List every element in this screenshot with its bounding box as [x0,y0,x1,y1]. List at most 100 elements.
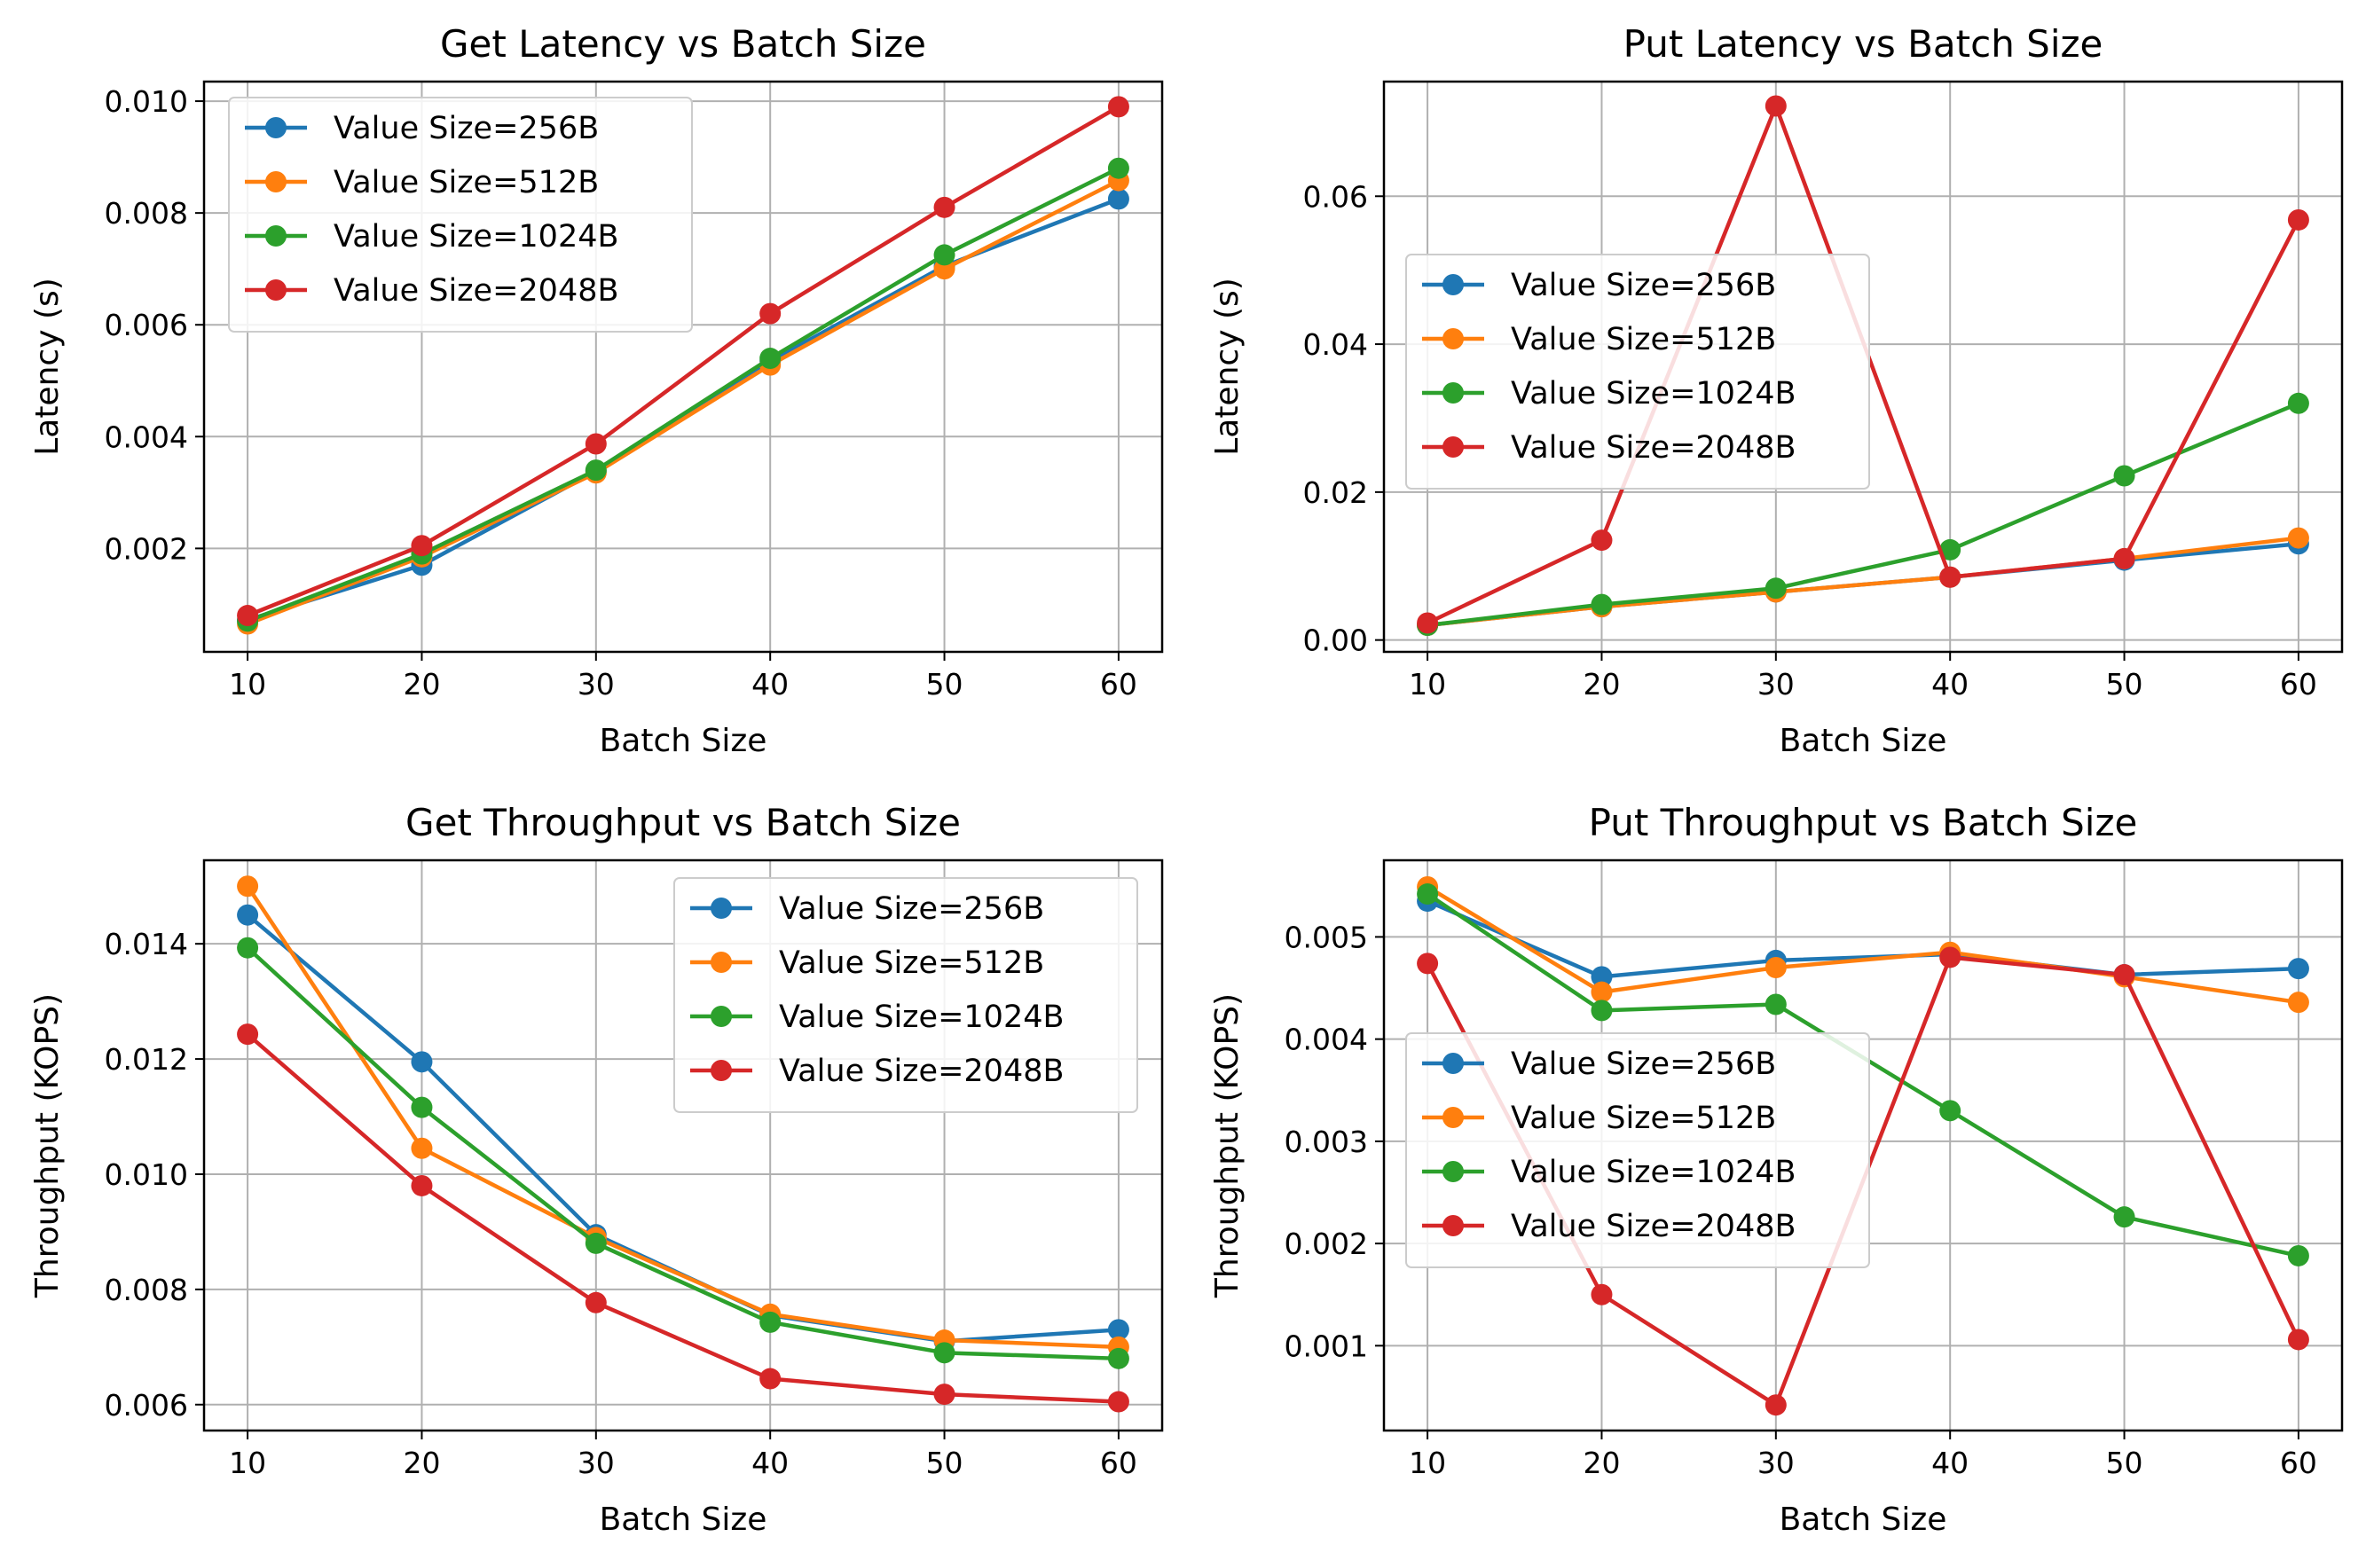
legend-label: Value Size=2048B [334,273,619,309]
legend-label: Value Size=512B [1511,1101,1776,1136]
chart-title: Get Throughput vs Batch Size [405,801,961,844]
data-point [1591,593,1613,615]
data-point [759,348,782,370]
data-point [933,244,955,266]
data-point [1765,577,1787,600]
legend: Value Size=256B Value Size=512B Value Size… [673,877,1138,1113]
y-tick-label: 0.00 [1303,623,1368,658]
data-point [2287,208,2309,231]
axes-frame [202,80,1164,654]
data-point [2287,958,2309,980]
x-tick-label: 40 [1931,1446,1969,1480]
data-point [1107,96,1129,118]
legend-marker [1442,382,1464,404]
x-tick-label: 10 [1409,1446,1446,1480]
x-axis-label: Batch Size [600,1501,767,1538]
y-tick-label: 0.002 [1285,1227,1368,1261]
data-point [2287,992,2309,1014]
x-tick-label: 30 [1757,667,1795,702]
legend-label: Value Size=512B [1511,322,1776,357]
legend-box [1405,254,1870,490]
legend-label: Value Size=256B [779,891,1044,927]
subplot-get-throughput: 10 20 30 40 50 60 0.006 0.008 0.010 0.012 0.014 Get… [29,801,1164,1538]
data-point [411,1137,433,1159]
legend-marker [711,1006,732,1027]
data-point [759,1311,782,1333]
legend-label: Value Size=2048B [1511,430,1796,466]
data-point [1107,188,1129,210]
data-point [585,433,607,455]
data-point [237,904,259,926]
x-tick-label: 60 [2280,667,2317,702]
data-point [585,1232,607,1254]
y-axis-label: Throughput (KOPS) [1209,993,1246,1298]
legend-label: Value Size=256B [1511,1047,1776,1082]
x-tick-label: 20 [1583,1446,1620,1480]
data-point [2287,1329,2309,1351]
y-axis-label: Latency (s) [29,278,66,456]
data-point [1765,1394,1787,1416]
y-axis-label: Latency (s) [1209,278,1246,456]
legend: Value Size=256B Value Size=512B Value Size… [1405,1032,1870,1268]
series-line [1426,885,2299,1005]
y-tick-label: 0.06 [1303,179,1368,214]
x-axis-label: Batch Size [1780,1501,1947,1538]
data-point [1939,946,1961,968]
x-tick-label: 60 [1100,1446,1137,1480]
series-line [1427,899,2299,979]
subplot-put-throughput: 10 20 30 40 50 60 0.001 0.002 0.003 0.004 0.005 Put… [1209,801,2344,1538]
y-tick-label: 0.005 [1285,920,1368,954]
data-point [1591,981,1613,1003]
x-tick-label: 10 [1409,667,1446,702]
legend-marker [265,117,287,138]
x-axis-label: Batch Size [600,723,767,759]
series-line [247,105,1120,618]
legend: Value Size=256B Value Size=512B Value Size… [228,97,693,333]
x-tick-label: 50 [926,667,963,702]
data-point [1417,612,1439,634]
x-tick-label: 60 [1100,667,1137,702]
data-point [2287,527,2309,549]
y-tick-label: 0.012 [105,1042,188,1077]
data-point [411,1096,433,1118]
chart-title: Get Latency vs Batch Size [440,22,926,66]
legend-label: Value Size=512B [779,945,1044,981]
x-tick-label: 60 [2280,1446,2317,1480]
series-line [246,946,1119,1361]
data-point [1107,1347,1129,1369]
data-point [1591,1000,1613,1022]
y-tick-label: 0.002 [105,531,188,566]
data-point [237,1023,259,1046]
data-point [759,1368,782,1390]
y-tick-label: 0.004 [105,419,188,454]
y-tick-label: 0.008 [105,1273,188,1307]
x-tick-label: 10 [229,667,266,702]
data-point [2113,964,2135,986]
data-point [1417,953,1439,975]
data-point [411,535,433,557]
y-axis-label: Throughput (KOPS) [29,993,66,1298]
legend-label: Value Size=2048B [1511,1209,1796,1244]
data-point [585,459,607,482]
legend-box [673,877,1138,1113]
legend-marker [265,225,287,247]
x-tick-label: 20 [1583,667,1620,702]
y-tick-label: 0.014 [105,927,188,961]
data-point [1417,883,1439,906]
legend-label: Value Size=1024B [334,219,619,255]
y-tick-label: 0.010 [105,1157,188,1192]
data-point [237,605,259,627]
data-point [1939,566,1961,588]
x-tick-label: 50 [2106,1446,2143,1480]
legend-label: Value Size=512B [334,165,599,200]
data-point [2287,392,2309,414]
legend-marker [711,1060,732,1081]
axes-frame [1382,80,2344,654]
x-axis-label: Batch Size [1780,723,1947,759]
legend-label: Value Size=1024B [779,1000,1065,1035]
subplot-get-latency: 10 20 30 40 50 60 0.002 0.004 0.006 0.008 0.010 Get… [29,22,1164,759]
y-tick-label: 0.004 [1285,1023,1368,1057]
legend: Value Size=256B Value Size=512B Value Size… [1405,254,1870,490]
legend-marker [1442,1107,1464,1128]
data-point [1939,1100,1961,1122]
